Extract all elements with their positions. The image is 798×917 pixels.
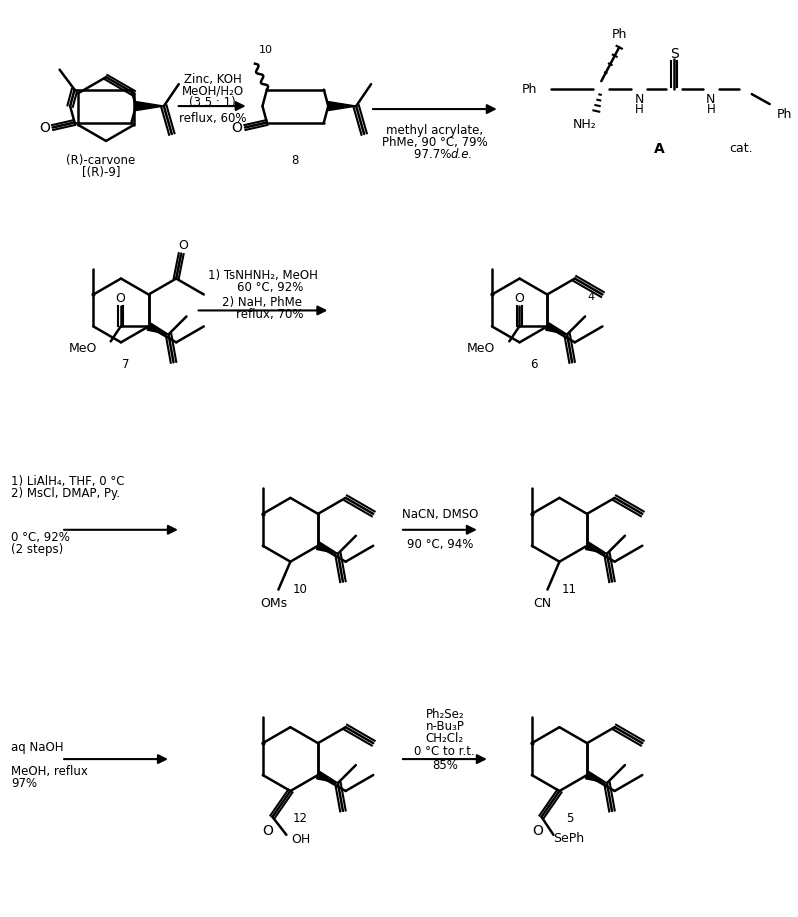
Text: 1) TsNHNH₂, MeOH: 1) TsNHNH₂, MeOH: [207, 269, 318, 282]
Text: 10: 10: [293, 583, 308, 596]
Text: 90 °C, 94%: 90 °C, 94%: [407, 538, 473, 551]
Text: O: O: [262, 823, 273, 838]
Text: N: N: [706, 93, 716, 105]
Polygon shape: [546, 323, 567, 335]
Polygon shape: [328, 102, 356, 111]
Text: 6: 6: [530, 358, 537, 370]
Text: 10: 10: [259, 45, 273, 55]
Text: 4: 4: [587, 293, 595, 303]
Text: CH₂Cl₂: CH₂Cl₂: [426, 732, 464, 745]
Text: OMs: OMs: [260, 597, 287, 610]
Text: O: O: [178, 239, 188, 252]
Polygon shape: [147, 323, 168, 335]
Text: (2 steps): (2 steps): [11, 543, 64, 557]
Text: S: S: [670, 48, 678, 61]
Text: MeO: MeO: [467, 342, 496, 355]
Text: A: A: [654, 142, 665, 156]
Text: O: O: [532, 823, 543, 838]
Text: O: O: [39, 120, 50, 135]
Text: reflux, 60%: reflux, 60%: [179, 112, 247, 125]
Text: NH₂: NH₂: [572, 117, 596, 130]
Text: methyl acrylate,: methyl acrylate,: [386, 125, 484, 138]
Text: [(R)-9]: [(R)-9]: [81, 166, 120, 180]
Text: aq NaOH: aq NaOH: [11, 741, 64, 754]
Text: 2) NaH, PhMe: 2) NaH, PhMe: [223, 296, 302, 309]
Text: 12: 12: [293, 812, 308, 825]
Text: cat.: cat.: [729, 142, 753, 156]
Text: MeO: MeO: [69, 342, 97, 355]
Text: Ph: Ph: [522, 83, 538, 95]
Text: 11: 11: [562, 583, 577, 596]
Text: OH: OH: [291, 834, 310, 846]
Text: MeOH/H₂O: MeOH/H₂O: [182, 84, 243, 97]
Text: NaCN, DMSO: NaCN, DMSO: [401, 508, 478, 522]
Text: O: O: [231, 120, 243, 135]
Text: Zinc, KOH: Zinc, KOH: [184, 72, 242, 85]
Text: 97%: 97%: [11, 777, 38, 790]
Text: MeOH, reflux: MeOH, reflux: [11, 765, 89, 778]
Polygon shape: [586, 771, 607, 783]
Text: 85%: 85%: [432, 758, 458, 771]
Text: d.e.: d.e.: [451, 149, 473, 161]
Text: O: O: [515, 292, 524, 305]
Polygon shape: [317, 542, 338, 554]
Text: Ph: Ph: [776, 107, 792, 120]
Polygon shape: [317, 771, 338, 783]
Text: 0 °C to r.t.: 0 °C to r.t.: [414, 745, 476, 757]
Text: 8: 8: [292, 154, 299, 168]
Text: 5: 5: [566, 812, 573, 825]
Text: 60 °C, 92%: 60 °C, 92%: [222, 281, 303, 294]
Text: (R)-carvone: (R)-carvone: [66, 154, 136, 168]
Text: 1) LiAlH₄, THF, 0 °C: 1) LiAlH₄, THF, 0 °C: [11, 475, 124, 489]
Text: Ph: Ph: [611, 28, 627, 40]
Text: 2) MsCl, DMAP, Py.: 2) MsCl, DMAP, Py.: [11, 488, 120, 501]
Text: 0 °C, 92%: 0 °C, 92%: [11, 531, 70, 545]
Text: PhMe, 90 °C, 79%: PhMe, 90 °C, 79%: [382, 137, 488, 149]
Text: reflux, 70%: reflux, 70%: [221, 308, 304, 321]
Text: O: O: [116, 292, 125, 305]
Text: N: N: [634, 93, 644, 105]
Text: Ph₂Se₂: Ph₂Se₂: [425, 708, 464, 721]
Polygon shape: [586, 542, 607, 554]
Text: H: H: [634, 103, 643, 116]
Text: H: H: [706, 103, 715, 116]
Text: n-Bu₃P: n-Bu₃P: [425, 720, 464, 733]
Text: SePh: SePh: [553, 833, 584, 845]
Text: CN: CN: [533, 597, 551, 610]
Text: (3.5 : 1): (3.5 : 1): [189, 95, 236, 108]
Text: 97.7%: 97.7%: [414, 149, 456, 161]
Polygon shape: [136, 102, 164, 111]
Text: 7: 7: [122, 358, 130, 370]
